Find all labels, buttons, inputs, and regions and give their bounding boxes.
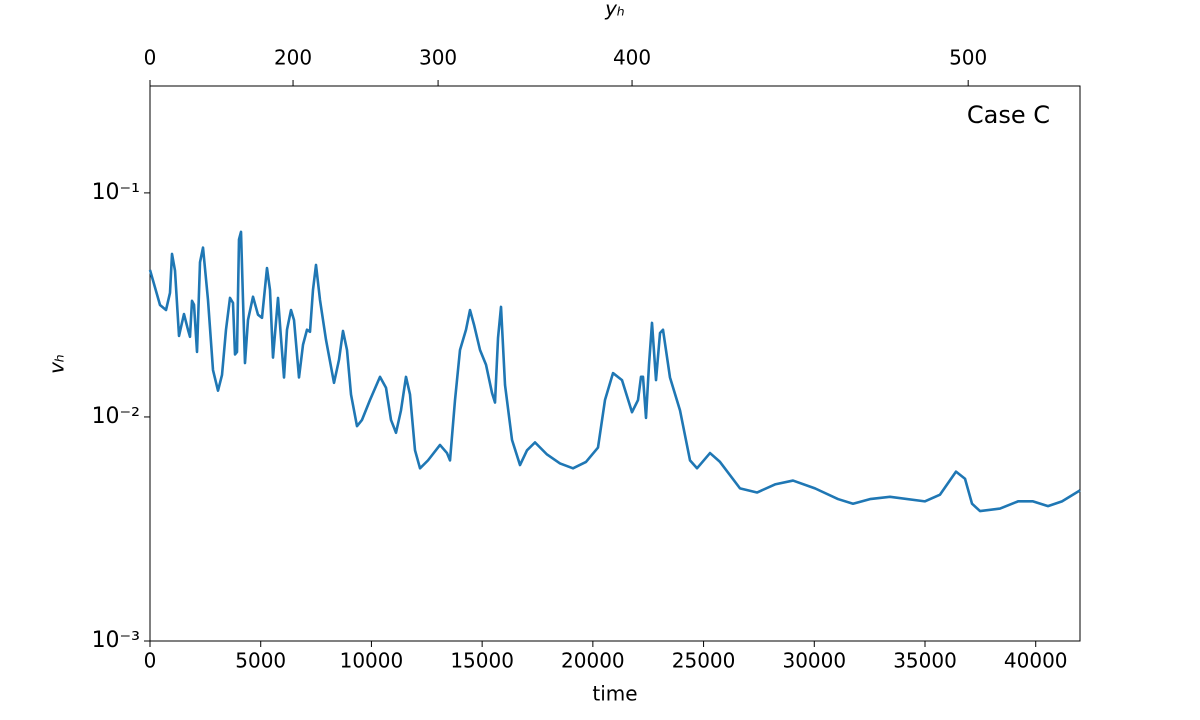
top-axis-label: yₕ	[604, 0, 625, 21]
top-tick-label: 500	[949, 46, 987, 70]
x-tick-label: 10000	[340, 649, 404, 673]
x-tick-label: 30000	[782, 649, 846, 673]
top-tick-label: 300	[419, 46, 457, 70]
y-axis-label: vₕ	[45, 354, 69, 374]
x-tick-label: 15000	[450, 649, 514, 673]
x-axis-label: time	[592, 682, 637, 706]
x-tick-label: 0	[144, 649, 157, 673]
x-tick-label: 20000	[561, 649, 625, 673]
x-tick-label: 40000	[1004, 649, 1068, 673]
plot-frame	[149, 85, 1081, 642]
top-tick-label: 0	[144, 46, 157, 70]
y-tick-label: 10⁻²	[92, 404, 140, 429]
x-tick-label: 35000	[893, 649, 957, 673]
y-tick-label: 10⁻³	[92, 628, 140, 653]
top-tick-label: 400	[613, 46, 651, 70]
x-tick-label: 5000	[235, 649, 286, 673]
y-tick-label: 10⁻¹	[92, 180, 140, 205]
data-line	[148, 230, 1081, 513]
top-tick-label: 200	[274, 46, 312, 70]
annotation: Case C	[967, 101, 1050, 129]
x-tick-label: 25000	[672, 649, 736, 673]
